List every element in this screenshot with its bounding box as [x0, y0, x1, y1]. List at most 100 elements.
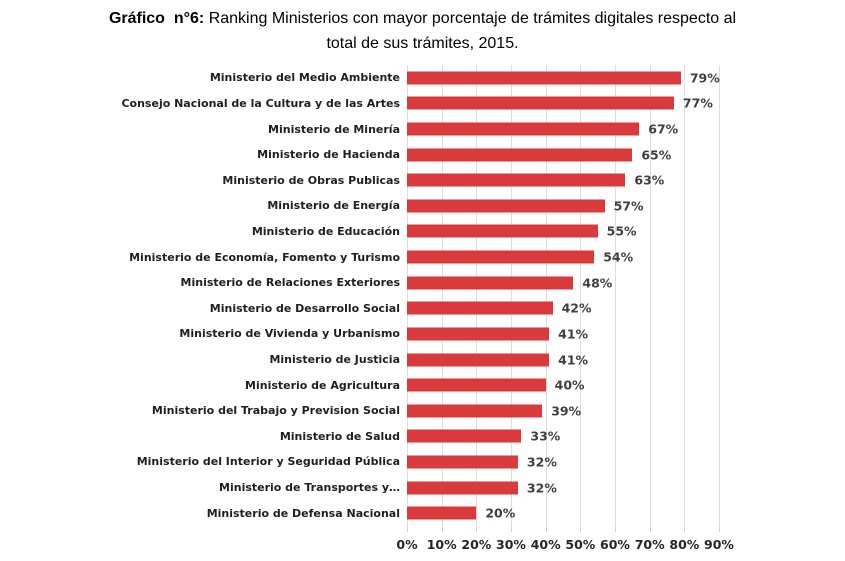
value-label: 55%	[606, 223, 637, 239]
bar	[407, 301, 553, 315]
category-label: Ministerio de Desarrollo Social	[209, 301, 400, 315]
x-tick-mark	[441, 526, 443, 532]
bar-track: 57%	[407, 193, 721, 219]
x-tick-mark	[511, 526, 512, 532]
value-label: 20%	[485, 505, 516, 521]
value-label: 77%	[682, 95, 713, 111]
value-label: 48%	[582, 275, 613, 291]
bar-row: Ministerio de Vivienda y Urbanismo 41%	[0, 321, 845, 347]
value-label: 79%	[689, 70, 720, 86]
bar-track: 41%	[407, 347, 721, 373]
bar-row: Ministerio de Obras Publicas 63%	[0, 167, 845, 193]
bar	[407, 353, 550, 366]
bar	[407, 378, 546, 392]
value-label: 41%	[558, 352, 589, 367]
bar-row: Ministerio de Economía, Fomento y Turism…	[0, 244, 845, 270]
x-tick-label: 30%	[496, 537, 526, 552]
x-tick-mark	[545, 526, 547, 532]
chart-title: Gráfico n°6: Ranking Ministerios con may…	[23, 6, 823, 56]
bar-row: Ministerio de Defensa Nacional 20%	[0, 500, 845, 526]
category-label: Ministerio de Salud	[279, 429, 400, 443]
gridline	[649, 65, 651, 526]
x-tick-mark	[649, 526, 651, 532]
x-tick-mark	[407, 526, 408, 532]
bar-row: Ministerio de Relaciones Exteriores 48%	[0, 270, 845, 296]
category-label: Ministerio del Trabajo y Prevision Socia…	[151, 404, 400, 418]
gridline	[441, 65, 443, 526]
bar-rows: Ministerio del Medio Ambiente 79% Consejo …	[0, 65, 845, 526]
value-label: 67%	[648, 121, 679, 137]
bar	[407, 250, 595, 264]
bar-row: Ministerio de Salud 33%	[0, 424, 845, 450]
bar	[407, 404, 543, 418]
value-label: 33%	[530, 428, 561, 444]
bar-row: Ministerio de Educación 55%	[0, 219, 845, 245]
bar	[407, 327, 550, 341]
bar	[407, 199, 605, 213]
bar-track: 32%	[407, 475, 721, 501]
bar-row: Ministerio de Justicia 41%	[0, 347, 845, 373]
bar-row: Ministerio de Minería 67%	[0, 116, 845, 142]
plot-gridlines	[407, 65, 721, 526]
x-tick-mark	[719, 526, 720, 532]
bar-row: Ministerio del Medio Ambiente 79%	[0, 65, 845, 91]
value-label: 41%	[558, 326, 589, 342]
x-tick-label: 0%	[396, 537, 418, 552]
category-label: Ministerio del Medio Ambiente	[209, 71, 400, 85]
chart-title-text-line1: Ranking Ministerios con mayor porcentaje…	[204, 10, 737, 27]
value-label: 63%	[634, 172, 665, 188]
category-label: Ministerio de Relaciones Exteriores	[180, 276, 400, 290]
bar	[407, 122, 640, 136]
bar	[407, 224, 598, 238]
bar-track: 42%	[407, 295, 721, 321]
value-label: 57%	[613, 198, 644, 214]
bar	[407, 276, 574, 290]
bar	[407, 148, 633, 162]
bar-row: Ministerio de Hacienda 65%	[0, 142, 845, 168]
bar-track: 67%	[407, 116, 721, 142]
x-tick-label: 40%	[530, 537, 561, 552]
bar	[407, 71, 681, 85]
bar-row: Ministerio del Trabajo y Prevision Socia…	[0, 398, 845, 424]
bar-track: 63%	[407, 167, 721, 193]
bar-track: 79%	[407, 65, 721, 91]
bar-track: 65%	[407, 142, 721, 168]
chart-title-number: Gráfico n°6:	[108, 10, 205, 27]
x-tick-mark	[580, 526, 582, 532]
bar-track: 48%	[407, 270, 721, 296]
bar-track: 55%	[407, 219, 721, 245]
bar-row: Ministerio de Energía 57%	[0, 193, 845, 219]
bar-track: 40%	[407, 372, 721, 398]
gridline	[511, 65, 512, 526]
bar-row: Consejo Nacional de la Cultura y de las …	[0, 91, 845, 117]
x-tick-label: 10%	[426, 537, 457, 552]
category-label: Ministerio de Hacienda	[257, 148, 400, 162]
bar-chart: Ministerio del Medio Ambiente 79% Consejo …	[0, 65, 845, 561]
category-label: Ministerio de Educación	[251, 224, 400, 238]
bar-row: Ministerio de Agricultura 40%	[0, 372, 845, 398]
x-tick-label: 20%	[461, 537, 492, 552]
value-label: 40%	[554, 377, 585, 393]
category-label: Ministerio de Obras Publicas	[222, 173, 400, 187]
bar	[407, 96, 674, 110]
bar-track: 33%	[407, 424, 721, 450]
bar-row: Ministerio de Transportes y… 32%	[0, 475, 845, 501]
bar	[407, 481, 518, 495]
gridline	[615, 65, 616, 526]
category-label: Ministerio de Defensa Nacional	[206, 506, 400, 520]
bar-row: Ministerio de Desarrollo Social 42%	[0, 295, 845, 321]
x-tick-mark	[684, 526, 686, 532]
category-label: Consejo Nacional de la Cultura y de las …	[121, 96, 400, 110]
category-label: Ministerio de Agricultura	[245, 378, 400, 392]
category-label: Ministerio de Vivienda y Urbanismo	[179, 327, 400, 341]
bar-track: 54%	[407, 244, 721, 270]
x-tick-mark	[615, 526, 616, 532]
bar-track: 39%	[407, 398, 721, 424]
bar	[407, 429, 522, 443]
x-tick-label: 80%	[669, 537, 700, 552]
category-label: Ministerio de Justicia	[269, 353, 400, 366]
bar-row: Ministerio del Interior y Seguridad Públ…	[0, 449, 845, 475]
gridline	[719, 65, 720, 526]
category-label: Ministerio de Transportes y…	[219, 481, 400, 495]
category-label: Ministerio del Interior y Seguridad Públ…	[136, 455, 400, 469]
